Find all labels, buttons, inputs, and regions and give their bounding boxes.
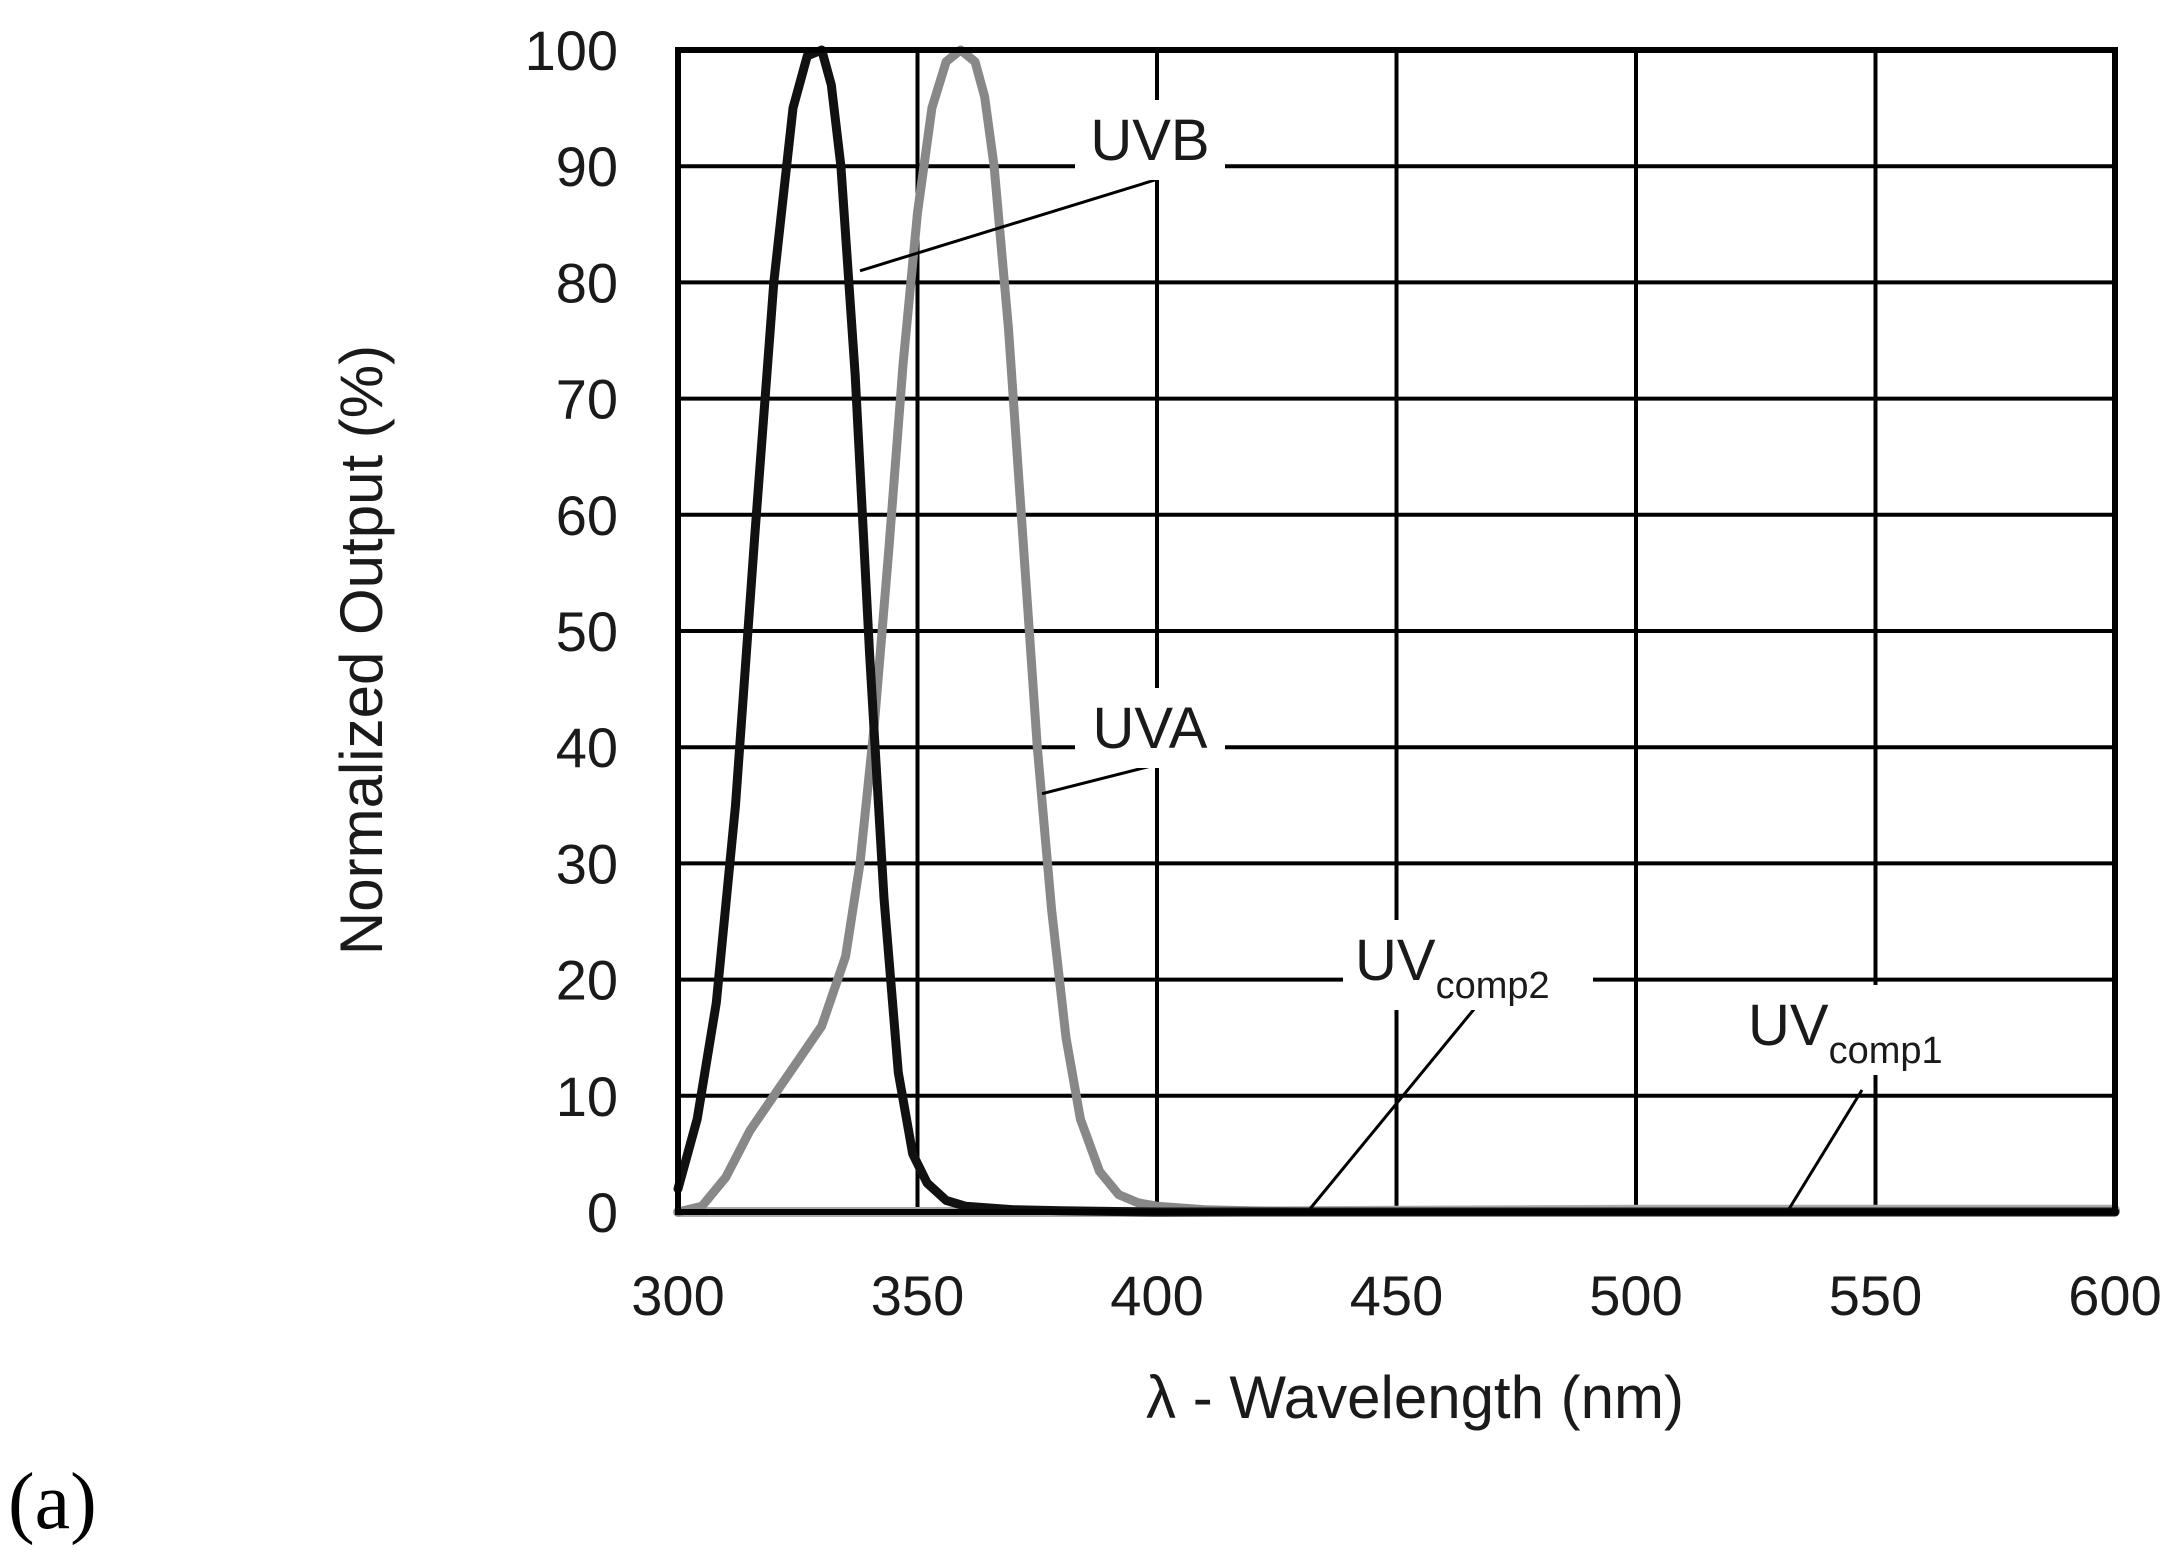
tick-label-layer: 300 350 400 450 500 550 600 0 10 20 30 40 50 60 70 80 90… (525, 19, 2162, 1327)
x-tick-label: 450 (1350, 1264, 1443, 1327)
annotation-leader-uvcomp2 (1309, 1007, 1477, 1210)
x-tick-label: 350 (871, 1264, 964, 1327)
y-tick-label: 90 (556, 135, 618, 198)
annotation-label-bg (1343, 920, 1593, 1010)
annotation-label-bg (1075, 100, 1225, 180)
x-tick-label: 500 (1589, 1264, 1682, 1327)
y-tick-label: 50 (556, 600, 618, 663)
annotation-leader-uvcomp1 (1788, 1089, 1864, 1210)
y-axis-label: Normalized Output (%) (328, 345, 395, 955)
annotation-leader-uvb (859, 178, 1156, 273)
x-tick-label: 300 (631, 1264, 724, 1327)
y-tick-label: 100 (525, 19, 618, 82)
annotation-leader-layer (859, 178, 1864, 1210)
series-line-uva (673, 45, 2120, 1217)
annotation-label-bg (1736, 985, 1986, 1075)
plot-frame (675, 47, 2118, 1215)
y-tick-label: 10 (556, 1065, 618, 1128)
y-tick-label: 20 (556, 949, 618, 1012)
annotation-leader-uva (1041, 763, 1156, 796)
x-tick-label: 400 (1110, 1264, 1203, 1327)
y-tick-label: 30 (556, 832, 618, 895)
y-tick-label: 0 (587, 1181, 618, 1244)
annotation-label-uvb: UVB (1090, 108, 1209, 173)
y-tick-label: 70 (556, 368, 618, 431)
annotation-label-layer: UVB UVA UVcomp2 UVcomp1 (1075, 100, 1986, 1075)
annotation-label-uva: UVA (1093, 696, 1208, 761)
y-tick-label: 40 (556, 716, 618, 779)
y-tick-label: 60 (556, 484, 618, 547)
panel-label: (a) (8, 1458, 97, 1546)
x-axis-label: λ - Wavelength (nm) (1146, 1364, 1684, 1431)
x-tick-label: 600 (2068, 1264, 2161, 1327)
annotation-label-bg (1075, 688, 1225, 768)
y-tick-label: 80 (556, 251, 618, 314)
annotation-label-uvcomp2: UVcomp2 (1355, 928, 1550, 1007)
annotation-label-uvcomp1: UVcomp1 (1748, 993, 1943, 1072)
x-tick-label: 550 (1829, 1264, 1922, 1327)
